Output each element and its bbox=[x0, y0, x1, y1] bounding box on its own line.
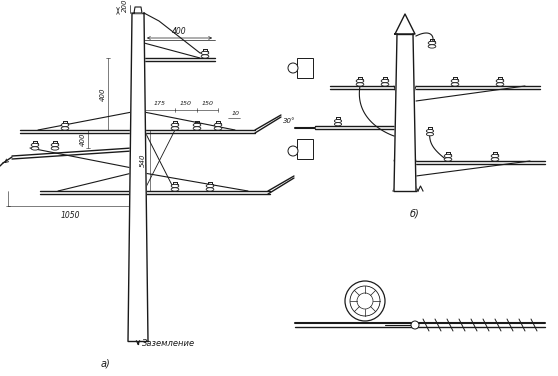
Text: 150: 150 bbox=[201, 101, 214, 106]
Ellipse shape bbox=[426, 129, 434, 133]
Circle shape bbox=[411, 321, 419, 329]
Ellipse shape bbox=[451, 79, 459, 83]
Text: 200: 200 bbox=[122, 0, 128, 12]
Text: 150: 150 bbox=[180, 101, 192, 106]
Ellipse shape bbox=[428, 41, 436, 45]
Circle shape bbox=[350, 286, 380, 316]
Ellipse shape bbox=[334, 120, 341, 123]
Circle shape bbox=[288, 146, 298, 156]
Ellipse shape bbox=[381, 79, 389, 83]
Polygon shape bbox=[134, 7, 142, 13]
Ellipse shape bbox=[31, 143, 39, 147]
Text: 400: 400 bbox=[172, 27, 187, 36]
Ellipse shape bbox=[201, 51, 209, 55]
Ellipse shape bbox=[356, 83, 364, 86]
Ellipse shape bbox=[61, 123, 69, 127]
Ellipse shape bbox=[444, 158, 452, 161]
Text: Заземление: Заземление bbox=[142, 340, 195, 349]
Ellipse shape bbox=[31, 147, 39, 150]
Ellipse shape bbox=[496, 79, 504, 83]
Bar bbox=[297, 139, 313, 159]
Ellipse shape bbox=[491, 154, 499, 158]
Ellipse shape bbox=[193, 123, 201, 127]
Ellipse shape bbox=[193, 127, 201, 130]
Ellipse shape bbox=[428, 45, 436, 48]
Ellipse shape bbox=[171, 188, 179, 191]
Text: а): а) bbox=[100, 358, 110, 368]
Circle shape bbox=[357, 293, 373, 309]
Ellipse shape bbox=[51, 143, 59, 147]
Text: 175: 175 bbox=[153, 101, 166, 106]
Ellipse shape bbox=[214, 127, 222, 130]
Ellipse shape bbox=[496, 83, 504, 86]
Ellipse shape bbox=[201, 55, 209, 58]
Ellipse shape bbox=[356, 79, 364, 83]
Ellipse shape bbox=[381, 83, 389, 86]
Ellipse shape bbox=[206, 188, 214, 191]
Circle shape bbox=[288, 63, 298, 73]
Ellipse shape bbox=[451, 83, 459, 86]
Bar bbox=[297, 58, 313, 78]
Ellipse shape bbox=[206, 184, 214, 188]
Ellipse shape bbox=[426, 133, 434, 136]
Ellipse shape bbox=[444, 154, 452, 158]
Ellipse shape bbox=[171, 123, 179, 127]
Text: 1050: 1050 bbox=[60, 211, 80, 220]
Text: 400: 400 bbox=[100, 87, 106, 101]
Polygon shape bbox=[128, 13, 148, 341]
Circle shape bbox=[345, 281, 385, 321]
Text: б): б) bbox=[410, 208, 420, 218]
Ellipse shape bbox=[51, 147, 59, 150]
Ellipse shape bbox=[334, 123, 341, 126]
Text: 10: 10 bbox=[232, 111, 240, 116]
Text: 30°: 30° bbox=[283, 118, 296, 124]
Text: 400: 400 bbox=[80, 132, 86, 146]
Polygon shape bbox=[394, 34, 416, 191]
Ellipse shape bbox=[171, 127, 179, 130]
Ellipse shape bbox=[171, 184, 179, 188]
Text: 540: 540 bbox=[140, 154, 146, 167]
Ellipse shape bbox=[214, 123, 222, 127]
Ellipse shape bbox=[61, 127, 69, 130]
Polygon shape bbox=[395, 14, 415, 34]
Ellipse shape bbox=[491, 158, 499, 161]
